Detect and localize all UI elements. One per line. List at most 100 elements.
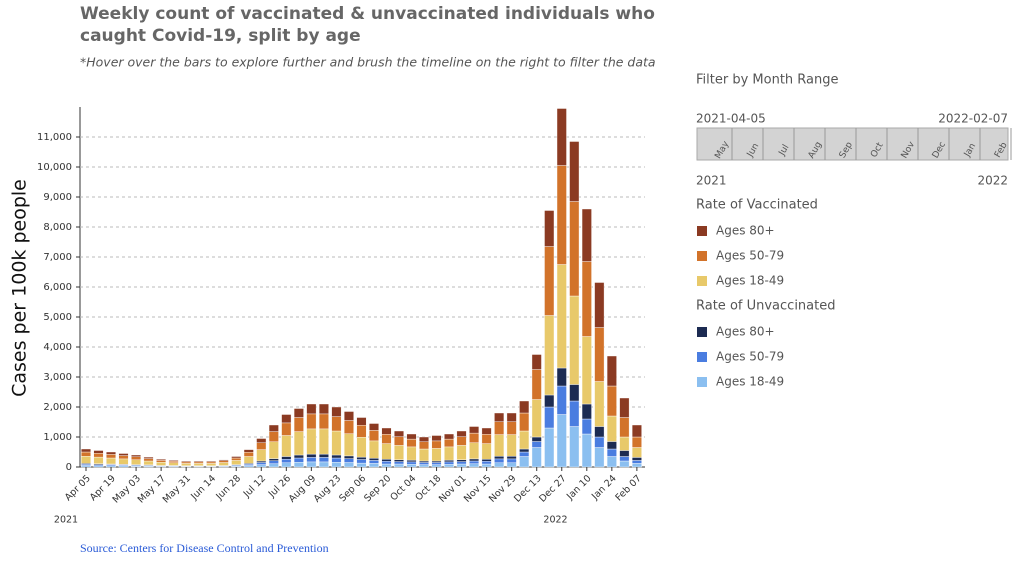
bar-segment xyxy=(156,462,167,466)
bar-segment xyxy=(106,454,116,459)
bar-segment xyxy=(531,369,542,400)
bar-segment xyxy=(93,450,104,454)
x-tick-label: Sep 20 xyxy=(362,473,393,504)
x-tick-label: Jun 28 xyxy=(213,473,243,503)
bar-segment xyxy=(519,456,530,468)
y-tick-label: 1,000 xyxy=(43,432,72,443)
bar-segment xyxy=(581,261,592,337)
x-tick-label: Jan 10 xyxy=(564,473,594,503)
bar-segment xyxy=(268,431,279,443)
bar-segment xyxy=(81,451,91,457)
bar-segment xyxy=(531,354,542,370)
bar-segment xyxy=(606,385,617,417)
filter-title: Filter by Month Range xyxy=(696,73,839,88)
filter-start: 2021-04-05 xyxy=(696,112,766,126)
bar-segment xyxy=(293,417,304,432)
y-tick-label: 8,000 xyxy=(43,222,72,233)
legend-label: Ages 18-49 xyxy=(716,274,784,288)
bar-segment xyxy=(369,460,379,464)
y-tick-label: 10,000 xyxy=(37,162,72,173)
bar-segment xyxy=(431,440,442,449)
bar-segment xyxy=(268,458,279,461)
bar-segment xyxy=(406,446,417,461)
bar-segment xyxy=(193,463,204,466)
bar-segment xyxy=(506,434,517,457)
x-tick-label: Oct 04 xyxy=(388,473,418,503)
bar-segment xyxy=(444,464,455,468)
bar-segment xyxy=(469,426,480,434)
bar-segment xyxy=(519,430,530,450)
bar-segment xyxy=(569,295,580,385)
bar-segment xyxy=(293,462,304,468)
year-label: 2021 xyxy=(54,515,78,526)
bar-segment xyxy=(218,459,229,461)
bar-segment xyxy=(343,458,354,463)
bar-segment xyxy=(143,460,154,466)
bar-segment xyxy=(369,440,379,459)
bar-segment xyxy=(419,462,429,465)
y-tick-label: 9,000 xyxy=(43,192,72,203)
bar-segment xyxy=(381,443,392,460)
bar-segment xyxy=(531,441,542,448)
bar-segment xyxy=(268,460,279,464)
bar-segment xyxy=(506,421,517,435)
bar-segment xyxy=(556,414,567,468)
bar-segment xyxy=(594,447,605,468)
bar-segment xyxy=(581,433,592,468)
legend-label: Ages 50-79 xyxy=(716,249,784,263)
x-tick-label: Nov 29 xyxy=(487,473,519,505)
chart-title: caught Covid-19, split by age xyxy=(80,26,361,46)
bar-segment xyxy=(494,462,505,468)
bar-segment xyxy=(556,367,567,387)
bar-segment xyxy=(218,462,229,466)
bar-segment xyxy=(531,399,542,438)
bar-segment xyxy=(506,458,517,463)
bar-segment xyxy=(519,412,530,432)
bar-segment xyxy=(206,460,217,463)
bar-segment xyxy=(356,462,367,468)
bar-segment xyxy=(594,327,605,382)
chart-title: Weekly count of vaccinated & unvaccinate… xyxy=(80,4,655,24)
bar-segment xyxy=(606,355,617,387)
bar-segment xyxy=(381,427,392,435)
bar-segment xyxy=(181,460,192,463)
bar-segment xyxy=(569,384,580,402)
bar-segment xyxy=(356,425,367,438)
legend-swatch xyxy=(697,226,707,236)
legend-label: Ages 80+ xyxy=(716,325,775,339)
bar-segment xyxy=(581,403,592,420)
bar-segment xyxy=(456,463,467,468)
bar-segment xyxy=(481,463,492,468)
bar-segment xyxy=(556,108,567,166)
bar-segment xyxy=(118,453,129,456)
bar-segment xyxy=(356,456,367,460)
bar-segment xyxy=(168,460,179,462)
bar-segment xyxy=(168,461,179,463)
bar-segment xyxy=(281,414,292,424)
bar-segment xyxy=(494,421,505,435)
bar-segment xyxy=(369,458,379,461)
bar-segment xyxy=(431,435,442,442)
bar-segment xyxy=(131,456,142,460)
bar-segment xyxy=(268,463,279,468)
bar-segment xyxy=(431,464,442,468)
legend-swatch xyxy=(697,276,707,286)
bar-segment xyxy=(343,420,354,434)
bar-segment xyxy=(519,451,530,457)
bar-segment xyxy=(356,459,367,464)
bar-segment xyxy=(256,460,267,463)
bar-segment xyxy=(356,437,367,458)
bar-segment xyxy=(594,426,605,438)
bar-segment xyxy=(569,141,580,202)
bar-segment xyxy=(419,464,429,468)
bar-segment xyxy=(419,441,429,450)
bar-segment xyxy=(306,453,317,458)
bar-segment xyxy=(556,385,567,415)
brush[interactable] xyxy=(696,127,1009,161)
bar-segment xyxy=(444,433,455,440)
bar-segment xyxy=(381,461,392,465)
bar-segment xyxy=(369,430,379,442)
y-tick-label: 0 xyxy=(66,462,72,473)
bar-segment xyxy=(569,426,580,468)
y-tick-label: 3,000 xyxy=(43,372,72,383)
